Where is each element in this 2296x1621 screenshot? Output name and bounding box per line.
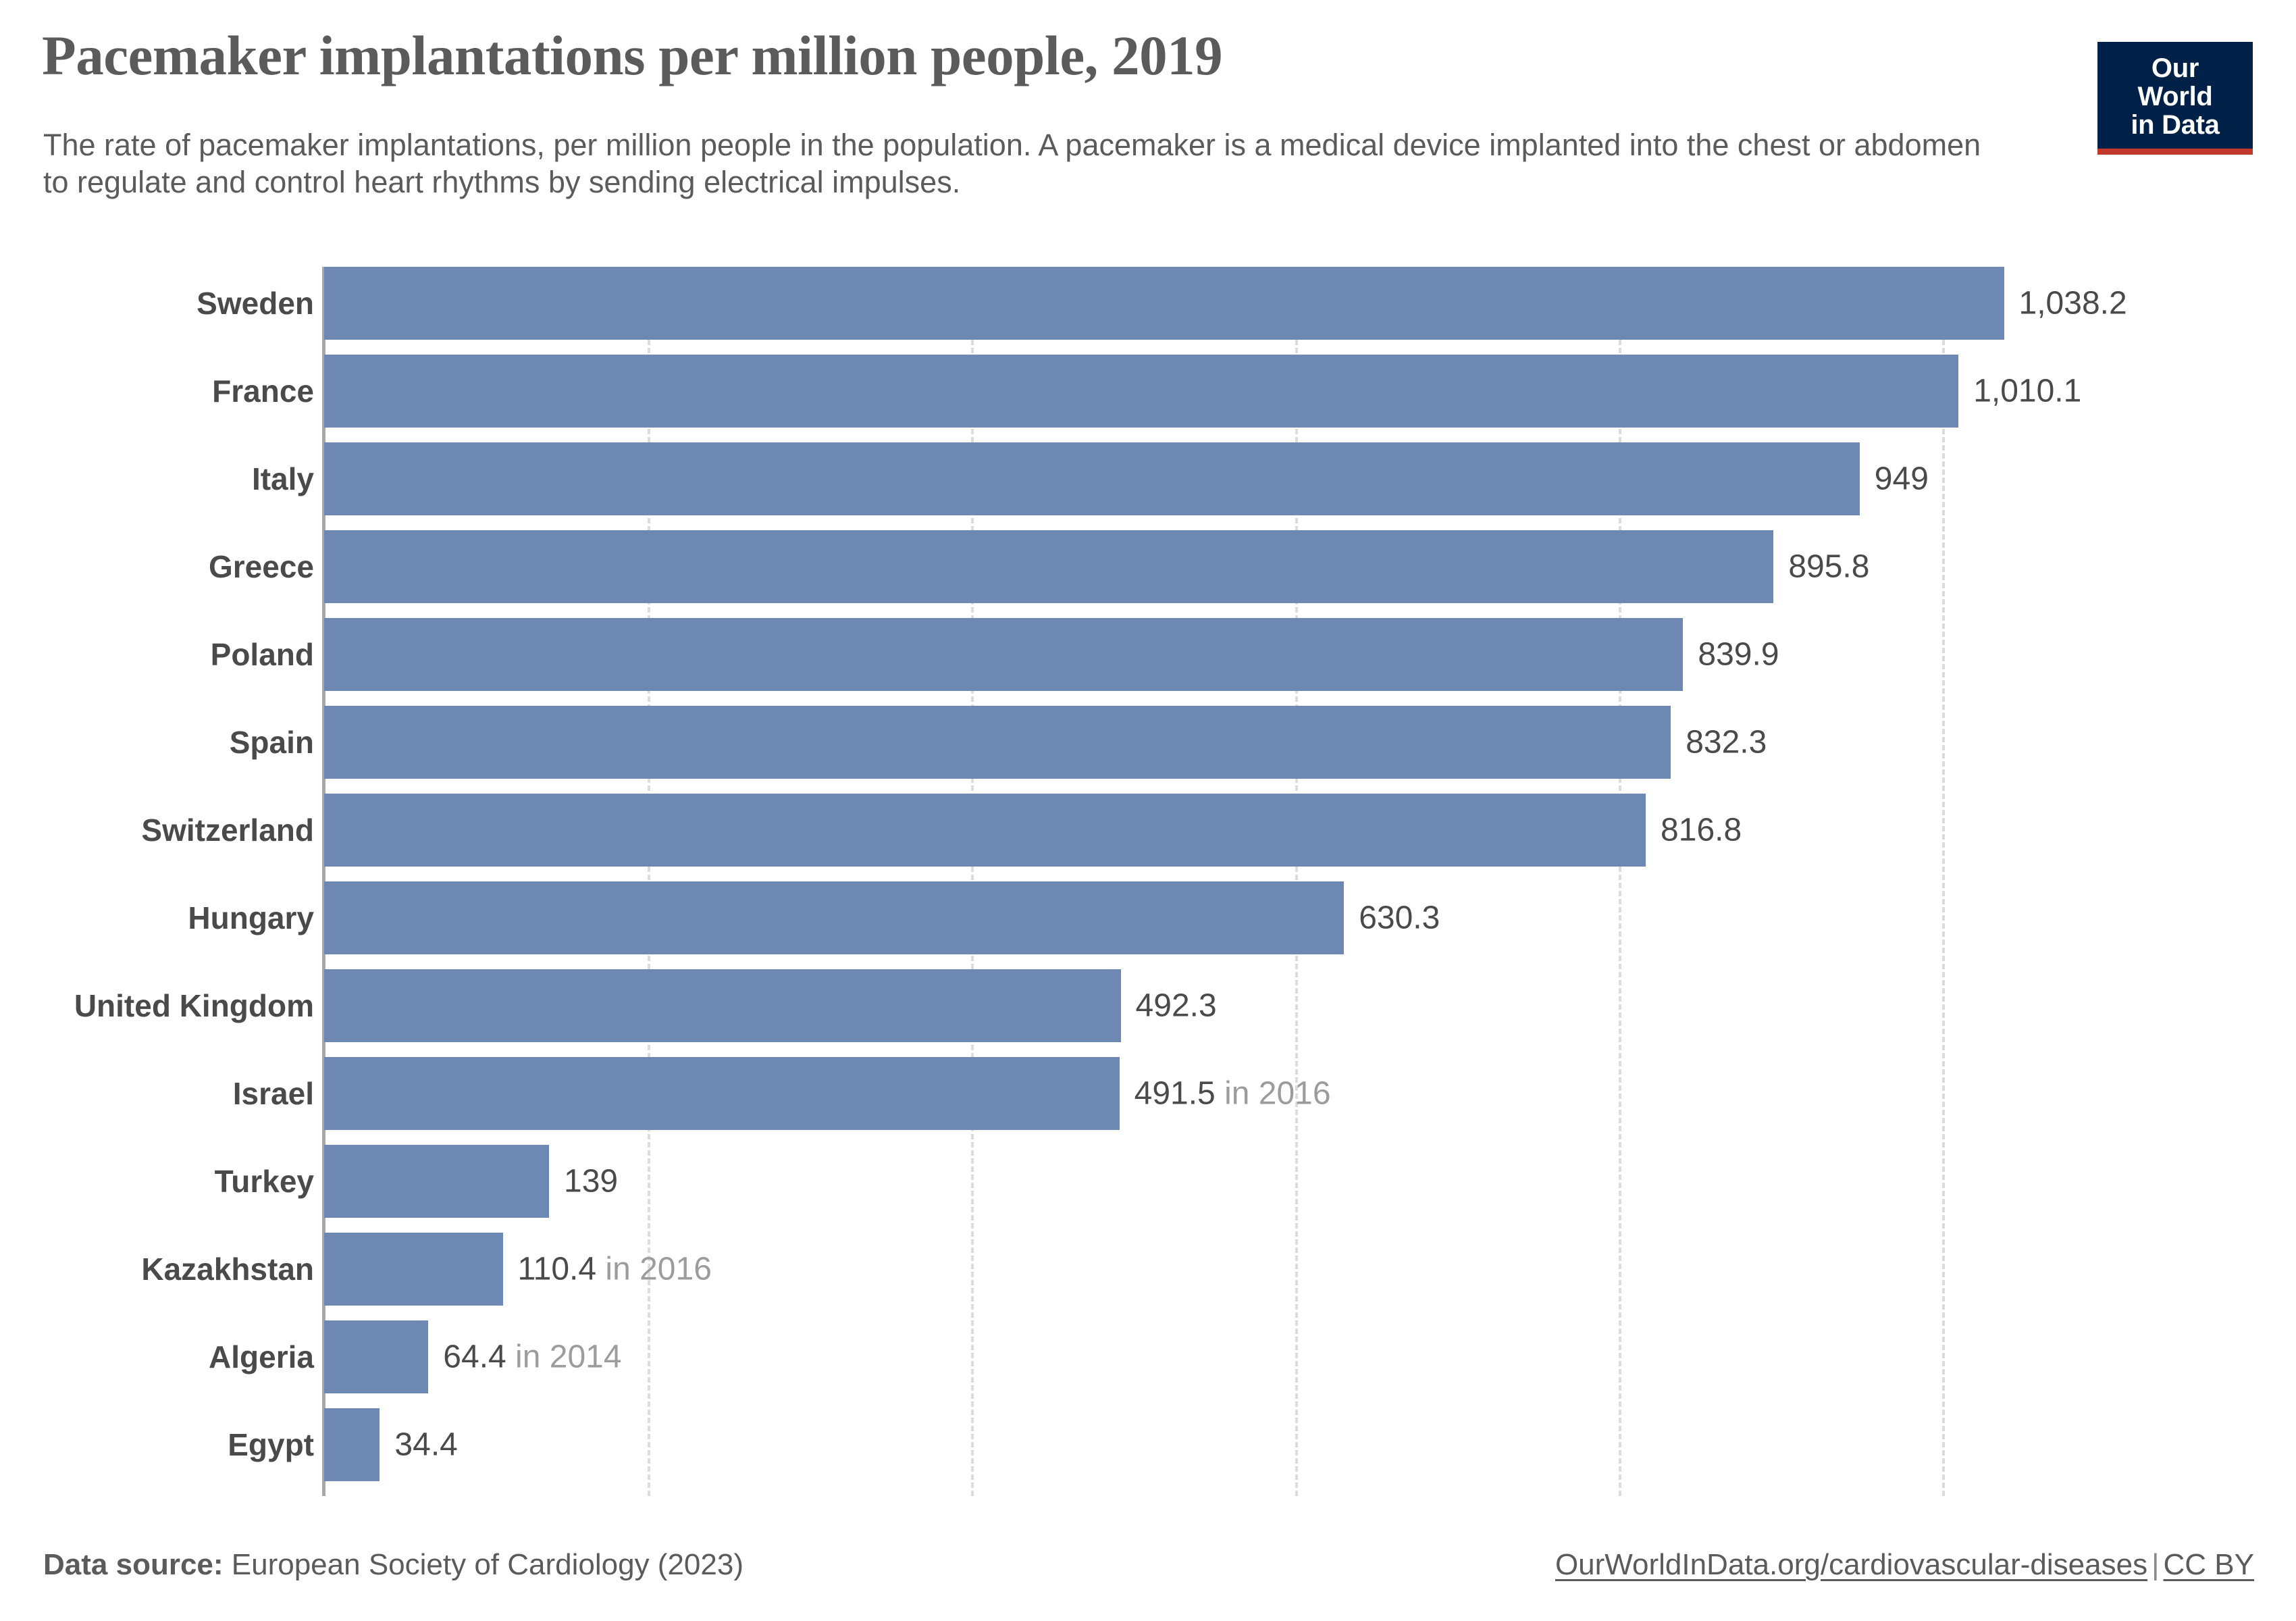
bar-row[interactable]: Sweden 1,038.2 <box>0 267 2296 340</box>
bar-label-greece: Greece <box>208 549 314 584</box>
bar-year-note: in 2014 <box>506 1339 622 1375</box>
bar-value-label: 630.3 <box>1359 900 1440 936</box>
our-world-in-data-logo[interactable]: Our World in Data <box>2097 42 2253 155</box>
bar-label-israel: Israel <box>232 1076 314 1111</box>
logo-line-2: in Data <box>2131 110 2220 140</box>
bar-row[interactable]: Israel 491.5 in 2016 <box>0 1057 2296 1130</box>
bar-rect[interactable] <box>324 442 1860 515</box>
footer-links: OurWorldInData.org/cardiovascular-diseas… <box>1555 1548 2254 1582</box>
bar-row[interactable]: Spain 832.3 <box>0 706 2296 779</box>
bar-rect[interactable] <box>324 881 1345 954</box>
bar-label-switzerland: Switzerland <box>141 813 314 848</box>
data-source-value: European Society of Cardiology (2023) <box>223 1548 743 1581</box>
bar-row[interactable]: Hungary 630.3 <box>0 881 2296 954</box>
bar-row[interactable]: Greece 895.8 <box>0 530 2296 603</box>
page-title: Pacemaker implantations per million peop… <box>42 24 1223 86</box>
bar-value-label: 895.8 <box>1788 548 1870 585</box>
bar-value-label: 839.9 <box>1698 636 1779 673</box>
bar-row[interactable]: United Kingdom 492.3 <box>0 969 2296 1042</box>
logo-line-1: Our World <box>2137 53 2213 111</box>
gridline-800 <box>1618 267 1621 1496</box>
bar-year-note: in 2016 <box>596 1251 712 1287</box>
bar-value-label: 832.3 <box>1686 724 1767 761</box>
bar-value-label: 491.5 in 2016 <box>1134 1075 1331 1112</box>
bar-rect[interactable] <box>324 794 1646 867</box>
bar-rect[interactable] <box>324 1145 550 1218</box>
bar-value-label: 34.4 <box>394 1426 458 1463</box>
bar-value-label: 492.3 <box>1135 987 1217 1024</box>
bar-label-algeria: Algeria <box>209 1339 314 1374</box>
bar-chart: Sweden 1,038.2 France 1,010.1 Italy 949 Greece… <box>0 257 2296 1506</box>
bar-rect[interactable] <box>324 1233 503 1306</box>
bar-value-label: 110.4 in 2016 <box>517 1251 712 1287</box>
bar-row[interactable]: Egypt 34.4 <box>0 1408 2296 1481</box>
owid-url-link[interactable]: OurWorldInData.org/cardiovascular-diseas… <box>1555 1548 2148 1581</box>
bar-label-italy: Italy <box>251 461 314 496</box>
bar-label-united-kingdom: United Kingdom <box>74 988 314 1023</box>
bar-value-label: 1,010.1 <box>1973 373 2082 409</box>
bar-row[interactable]: Turkey 139 <box>0 1145 2296 1218</box>
logo-box: Our World in Data <box>2097 42 2253 149</box>
bar-value-label: 949 <box>1874 461 1929 497</box>
bar-rect[interactable] <box>324 618 1684 691</box>
bar-label-france: France <box>212 374 314 409</box>
bar-row[interactable]: Switzerland 816.8 <box>0 794 2296 867</box>
gridline-1000 <box>1942 267 1945 1496</box>
bar-year-note: in 2016 <box>1215 1075 1331 1112</box>
chart-header: Pacemaker implantations per million peop… <box>0 0 2296 250</box>
footer-separator: | <box>2151 1548 2160 1581</box>
bar-rect[interactable] <box>324 530 1774 603</box>
data-source: Data source: European Society of Cardiol… <box>43 1548 743 1582</box>
bar-row[interactable]: Poland 839.9 <box>0 618 2296 691</box>
bar-rect[interactable] <box>324 1408 380 1481</box>
bar-label-egypt: Egypt <box>228 1427 314 1462</box>
bar-value-label: 816.8 <box>1661 812 1742 848</box>
bar-rect[interactable] <box>324 969 1121 1042</box>
bar-label-kazakhstan: Kazakhstan <box>141 1252 314 1287</box>
bar-rect[interactable] <box>324 1320 429 1393</box>
license-link[interactable]: CC BY <box>2163 1548 2254 1581</box>
page-subtitle: The rate of pacemaker implantations, per… <box>43 128 1981 199</box>
bar-row[interactable]: Kazakhstan 110.4 in 2016 <box>0 1233 2296 1306</box>
bar-rect[interactable] <box>324 706 1671 779</box>
bar-value-label: 1,038.2 <box>2018 285 2127 321</box>
bar-rect[interactable] <box>324 267 2004 340</box>
bar-value-label: 64.4 in 2014 <box>443 1339 622 1375</box>
bar-rect[interactable] <box>324 355 1959 428</box>
bar-label-hungary: Hungary <box>188 900 314 935</box>
data-source-label: Data source: <box>43 1548 224 1581</box>
logo-red-stripe <box>2097 149 2253 155</box>
bar-label-poland: Poland <box>210 637 314 672</box>
bar-row[interactable]: Algeria 64.4 in 2014 <box>0 1320 2296 1393</box>
bar-rect[interactable] <box>324 1057 1120 1130</box>
y-axis-line <box>322 267 325 1496</box>
bar-row[interactable]: Italy 949 <box>0 442 2296 515</box>
bar-label-turkey: Turkey <box>214 1164 314 1199</box>
bar-value-label: 139 <box>564 1163 619 1200</box>
bar-row[interactable]: France 1,010.1 <box>0 355 2296 428</box>
chart-footer: Data source: European Society of Cardiol… <box>0 1520 2296 1621</box>
bar-label-sweden: Sweden <box>197 286 314 321</box>
bar-label-spain: Spain <box>229 725 314 760</box>
